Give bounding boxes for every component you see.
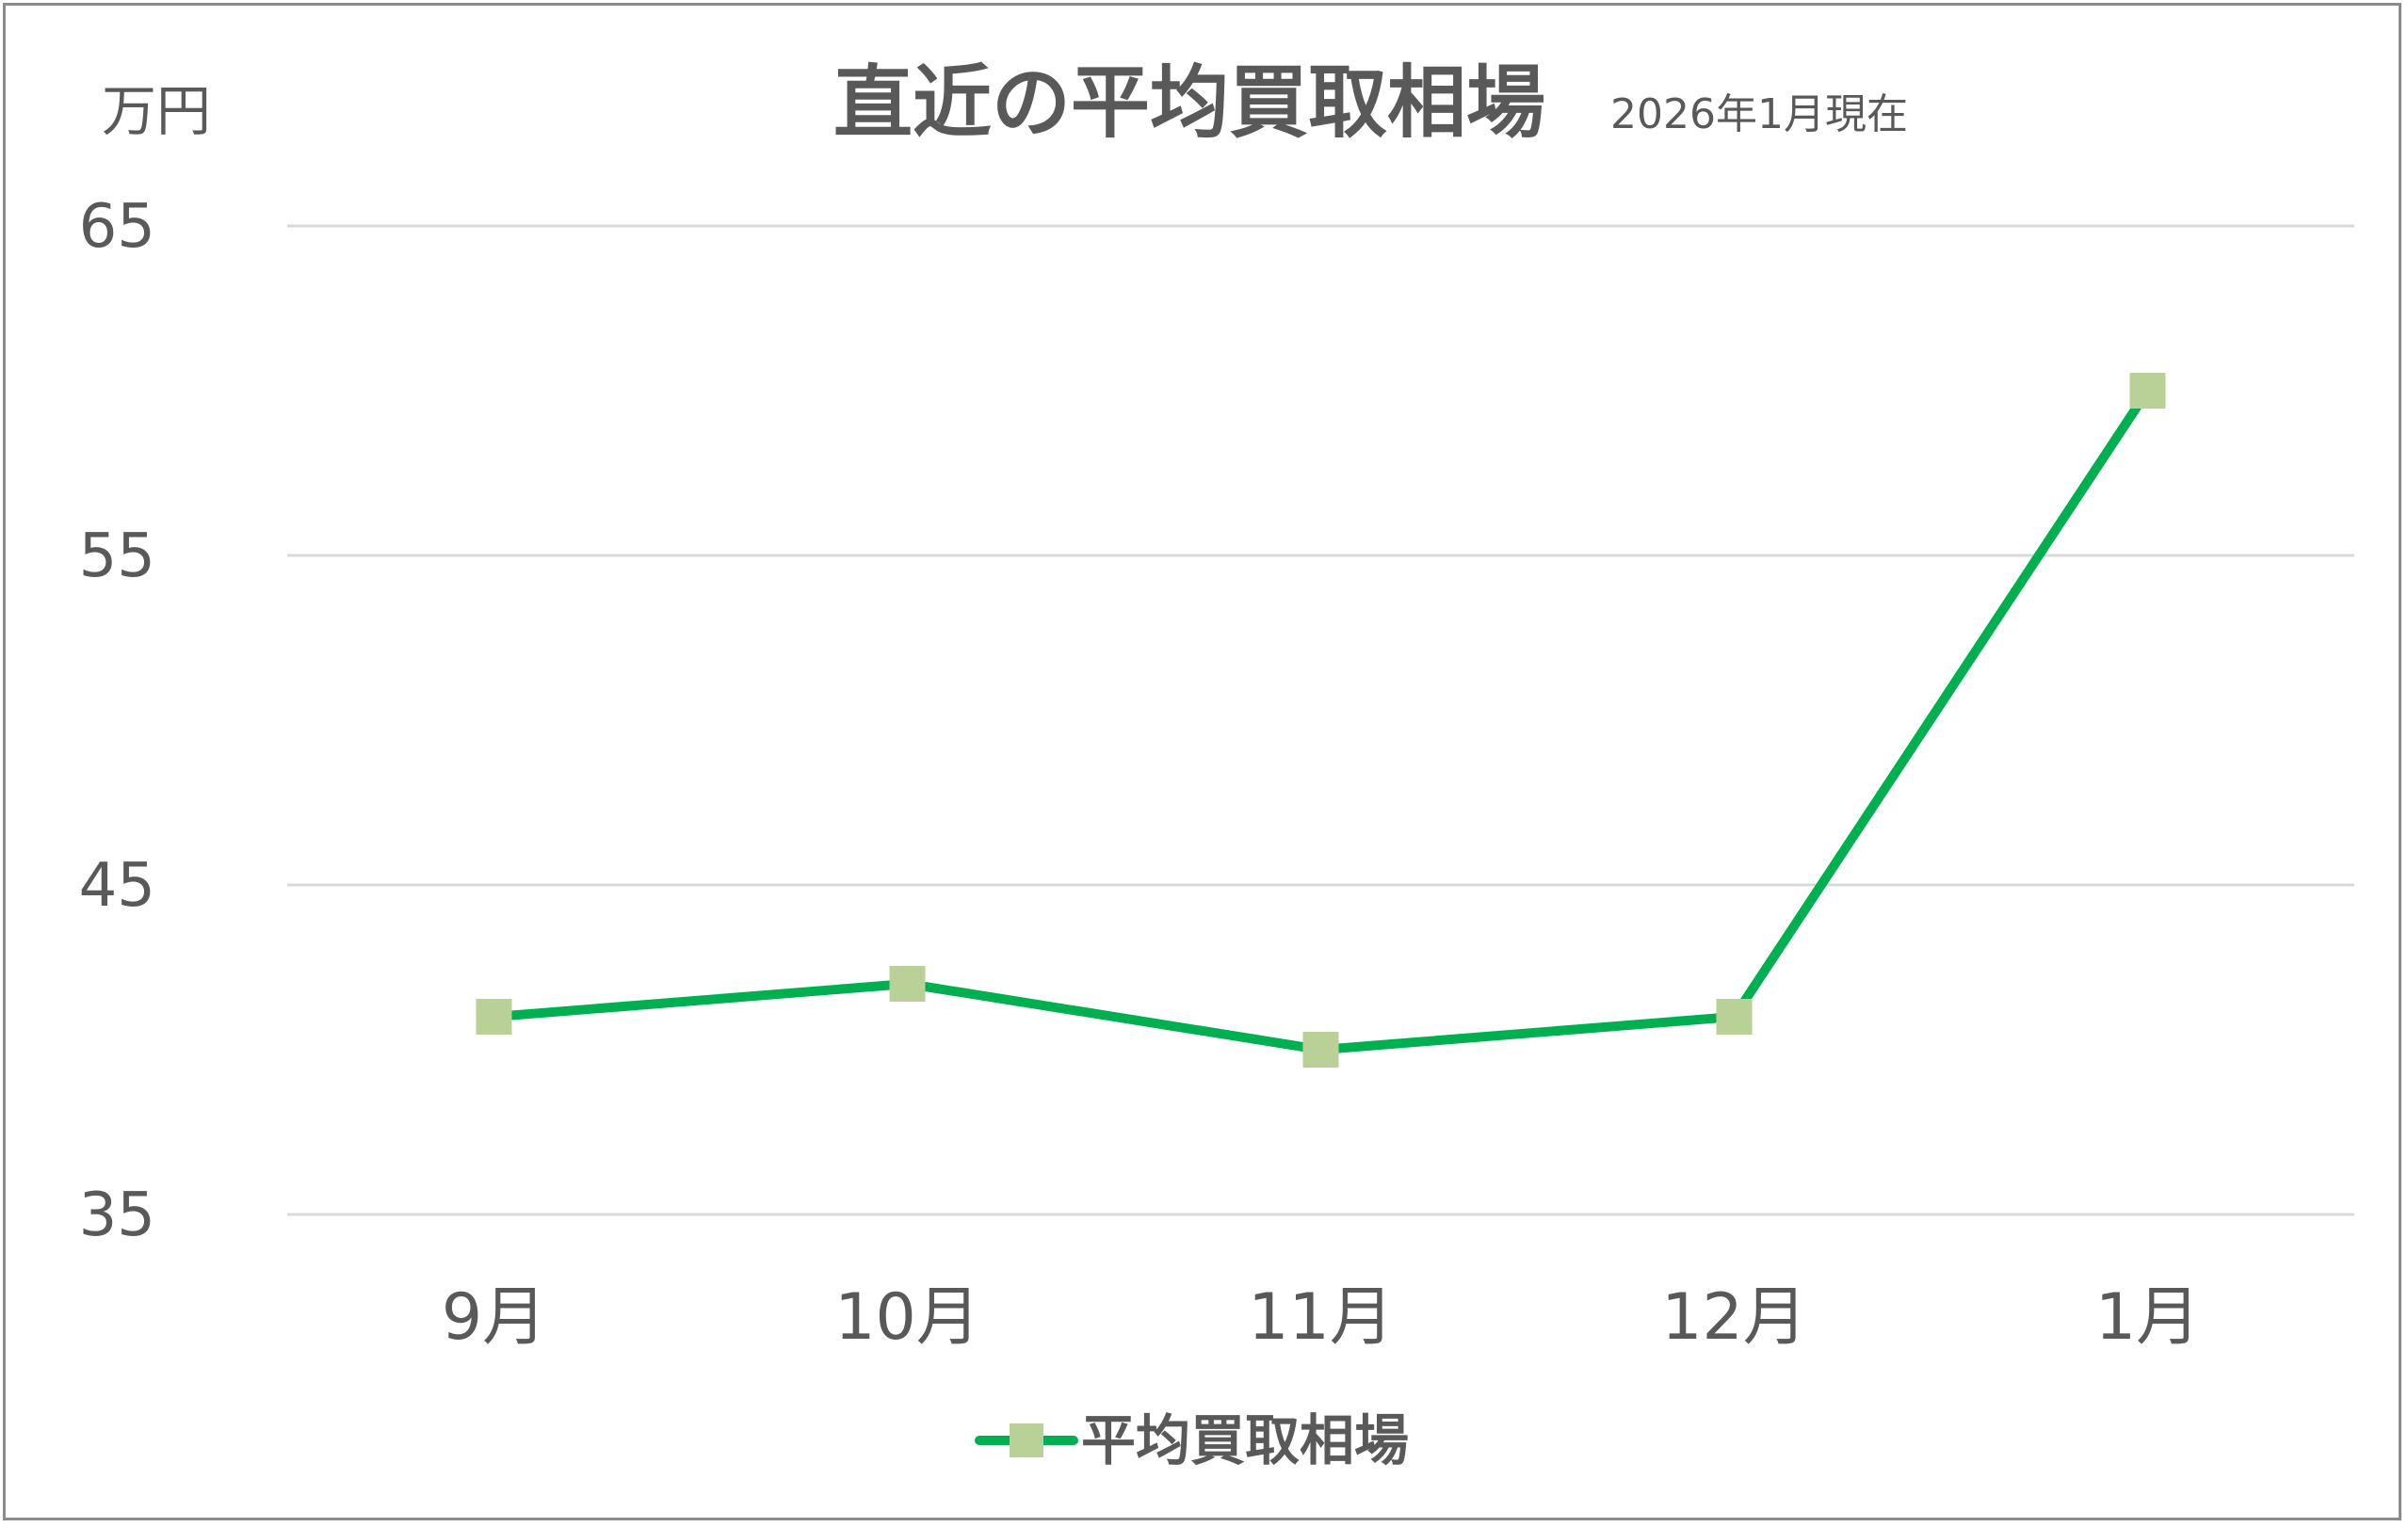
data-point	[476, 999, 512, 1035]
legend-marker-swatch	[1010, 1423, 1043, 1457]
series-line	[493, 388, 2152, 1054]
y-tick-label: 65	[79, 192, 155, 262]
data-point	[2129, 373, 2166, 409]
y-tick-label: 45	[79, 851, 155, 921]
y-axis-unit: 万円	[102, 79, 211, 143]
chart-title: 直近の平均買取相場	[833, 56, 1545, 149]
series	[476, 373, 2166, 1068]
grid	[287, 224, 2354, 1216]
y-tick-label: 55	[79, 522, 155, 591]
chart-subtitle: 2026年1月現在	[1610, 90, 1908, 138]
y-axis-ticks: 35 45 55 65	[79, 192, 155, 1250]
x-tick-label: 1月	[2095, 1280, 2200, 1355]
x-tick-label: 10月	[834, 1280, 980, 1355]
data-point	[1302, 1032, 1339, 1068]
chart-frame	[3, 3, 2401, 1520]
data-point	[889, 966, 926, 1002]
x-tick-label: 11月	[1248, 1280, 1394, 1355]
y-tick-label: 35	[79, 1181, 155, 1250]
x-axis-ticks: 9月 10月 11月 12月 1月	[442, 1280, 2200, 1355]
data-point	[1716, 999, 1753, 1035]
x-tick-label: 12月	[1661, 1280, 1807, 1355]
legend: 平均買取相場	[975, 1408, 1409, 1472]
x-tick-label: 9月	[442, 1280, 546, 1355]
legend-label: 平均買取相場	[1081, 1408, 1409, 1472]
